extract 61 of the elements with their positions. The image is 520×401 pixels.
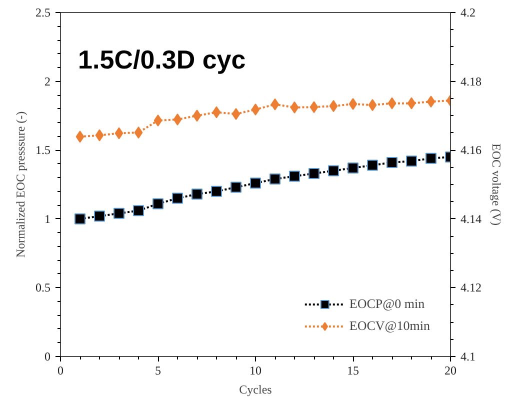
point [232,108,240,120]
point [211,186,222,197]
y2-tick-label: 4.1 [460,350,476,364]
y2-tick-label: 4.18 [460,74,482,88]
point [250,178,261,189]
legend-label: EOCV@10min [349,318,430,334]
point [368,99,377,112]
point [94,210,105,222]
x-axis-title: Cycles [239,382,272,396]
point [134,126,143,139]
legend-label: EOCP@0 min [349,296,425,312]
point [348,162,358,174]
y2-tick-label: 4.2 [460,6,476,20]
point [173,113,182,126]
x-tick-label: 20 [444,364,456,378]
y2-axis-title: EOC voltage (V) [490,144,504,226]
point [406,156,417,167]
point [310,101,318,114]
point [426,152,436,164]
point [348,98,358,110]
point [133,205,144,216]
y-tick-label: 0.5 [36,280,50,295]
x-tick-label: 5 [155,364,161,378]
y2-tick-label: 4.16 [460,143,482,158]
point [426,96,436,108]
point [192,188,202,200]
point [95,129,104,142]
y-tick-label: 1.5 [36,143,50,158]
point [76,130,84,143]
point [270,98,280,110]
text: 1.5C/0.3D cyc [78,44,246,74]
point [329,100,338,112]
x-tick-label: 0 [58,364,64,378]
y-tick-label: 1 [44,212,50,226]
point [407,97,416,110]
point [114,127,124,140]
point [154,114,162,127]
point [290,101,299,114]
point [74,213,86,224]
point [289,170,300,182]
point [192,110,202,122]
point [388,97,396,110]
point [230,182,242,193]
y2-tick-label: 4.12 [460,280,482,295]
point [251,104,260,116]
point [386,156,398,168]
y-tick-label: 2.5 [36,6,50,20]
point [367,160,378,171]
x-tick-label: 10 [250,364,262,378]
point [172,192,183,204]
point [270,173,280,184]
point [308,168,320,179]
y-axis-title: Normalized EOC presssure (-) [14,111,28,258]
point [152,198,164,210]
point [212,106,221,118]
point [328,165,339,176]
y-tick-label: 2 [44,74,50,88]
point [114,208,124,219]
x-tick-label: 15 [347,364,359,378]
y-tick-label: 0 [44,350,50,364]
y2-tick-label: 4.14 [460,212,482,226]
